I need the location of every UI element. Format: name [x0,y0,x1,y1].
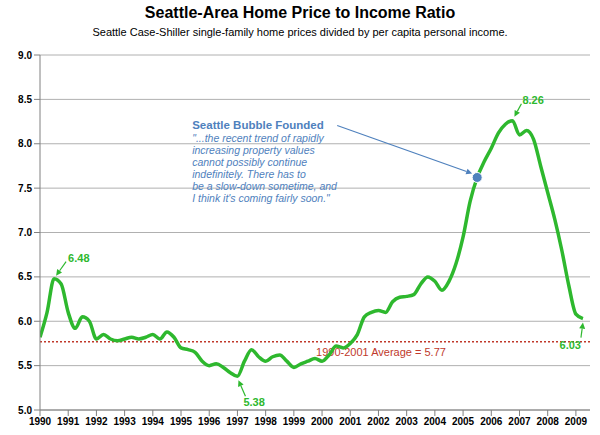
svg-text:2005: 2005 [452,416,475,427]
svg-text:8.0: 8.0 [18,138,32,149]
svg-text:2003: 2003 [396,416,419,427]
svg-text:7.0: 7.0 [18,227,32,238]
svg-text:1998: 1998 [255,416,278,427]
svg-text:1999: 1999 [283,416,306,427]
html-text:Seattle-Area Home Price to Inc: Seattle-Area Home Price to Income Ratio [144,4,456,21]
svg-text:2007: 2007 [508,416,531,427]
svg-text:I think it's coming fairly soo: I think it's coming fairly soon." [192,192,331,204]
svg-text:7.5: 7.5 [18,183,32,194]
svg-text:9.0: 9.0 [18,50,32,61]
svg-text:1997: 1997 [226,416,249,427]
svg-text:6.48: 6.48 [68,252,89,264]
svg-text:2001: 2001 [339,416,362,427]
svg-text:increasing property values: increasing property values [192,144,315,156]
svg-text:6.03: 6.03 [560,339,581,351]
svg-text:2006: 2006 [480,416,503,427]
svg-text:1996: 1996 [198,416,221,427]
svg-text:2004: 2004 [424,416,447,427]
svg-text:6.5: 6.5 [18,271,32,282]
svg-text:2008: 2008 [537,416,560,427]
svg-text:be a slow-down sometime, and: be a slow-down sometime, and [192,180,338,192]
svg-text:1990-2001 Average = 5.77: 1990-2001 Average = 5.77 [316,345,446,358]
svg-text:2009: 2009 [565,416,588,427]
svg-text:1993: 1993 [113,416,136,427]
svg-text:2000: 2000 [311,416,334,427]
svg-text:8.26: 8.26 [522,94,543,106]
svg-text:Seattle Bubble Founded: Seattle Bubble Founded [192,119,324,131]
svg-text:1992: 1992 [85,416,108,427]
svg-text:1995: 1995 [170,416,193,427]
svg-text:6.0: 6.0 [18,316,32,327]
svg-text:1994: 1994 [142,416,165,427]
svg-text:cannot possibly continue: cannot possibly continue [192,156,307,168]
svg-text:1990: 1990 [29,416,52,427]
svg-text:"...the recent trend of rapidl: "...the recent trend of rapidly [192,132,324,144]
svg-text:5.38: 5.38 [243,396,264,408]
html-text:Seattle Case-Shiller single-fa: Seattle Case-Shiller single-family home … [92,26,508,38]
svg-text:1991: 1991 [57,416,80,427]
svg-text:8.5: 8.5 [18,94,32,105]
svg-text:5.5: 5.5 [18,360,32,371]
svg-text:indefinitely. There has to: indefinitely. There has to [192,168,306,180]
svg-text:5.0: 5.0 [18,405,32,416]
svg-text:2002: 2002 [367,416,390,427]
